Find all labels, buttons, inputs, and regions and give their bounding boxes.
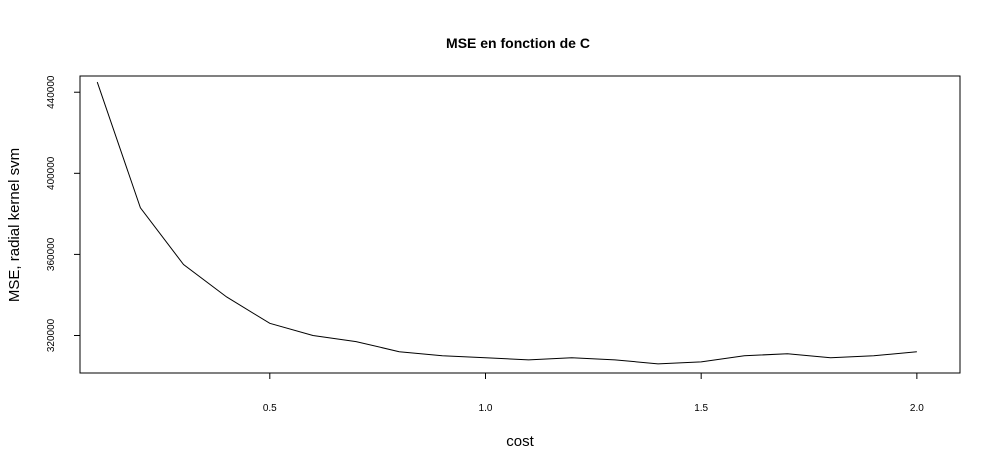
y-tick-label: 320000	[46, 318, 57, 352]
x-tick-label: 1.0	[479, 403, 493, 414]
y-axis-label: MSE, radial kernel svm	[6, 148, 23, 302]
y-axis: 320000 360000 400000 440000	[46, 75, 81, 352]
x-tick-label: 1.5	[694, 403, 708, 414]
y-tick-label: 400000	[46, 156, 57, 190]
y-tick-label: 440000	[46, 75, 57, 109]
x-axis: 0.5 1.0 1.5 2.0	[263, 372, 924, 414]
plot-frame	[79, 75, 961, 374]
x-tick-label: 2.0	[910, 403, 924, 414]
x-axis-label: cost	[506, 433, 534, 450]
chart-title: MSE en fonction de C	[446, 35, 590, 51]
series-line-mse	[96, 81, 917, 365]
y-tick-label: 360000	[46, 237, 57, 271]
x-tick-label: 0.5	[263, 403, 277, 414]
